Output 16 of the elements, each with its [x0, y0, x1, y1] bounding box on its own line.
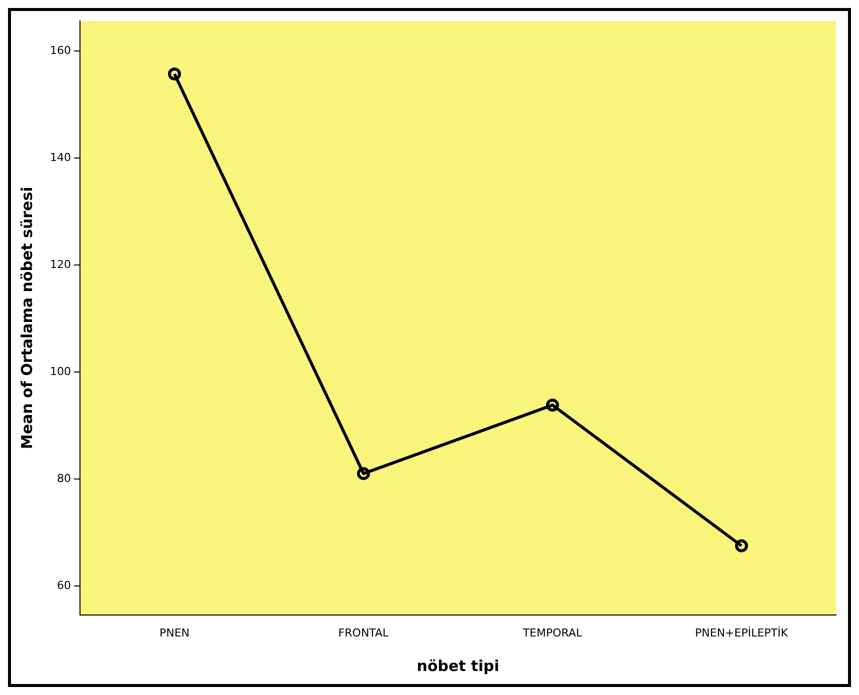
- y-tick-label: 100: [50, 364, 71, 378]
- y-tick-label: 140: [50, 150, 71, 164]
- x-tick-label: PNEN+EPİLEPTİK: [695, 625, 789, 640]
- x-tick-label: PNEN: [159, 626, 190, 640]
- point: [357, 467, 370, 480]
- x-tick-label: FRONTAL: [338, 626, 390, 640]
- y-tick-label: 160: [50, 44, 71, 57]
- x-tick-label: TEMPORAL: [522, 626, 584, 640]
- y-axis-title: Mean of Ortalama nöbet süresi: [18, 186, 36, 450]
- point: [168, 67, 181, 80]
- y-tick-label: 120: [50, 258, 71, 271]
- x-axis-title: nöbet tipi: [416, 656, 500, 675]
- y-tick-label: 60: [56, 578, 71, 592]
- y-tick-label: 80: [56, 472, 71, 485]
- point: [546, 398, 559, 412]
- point: [735, 539, 748, 552]
